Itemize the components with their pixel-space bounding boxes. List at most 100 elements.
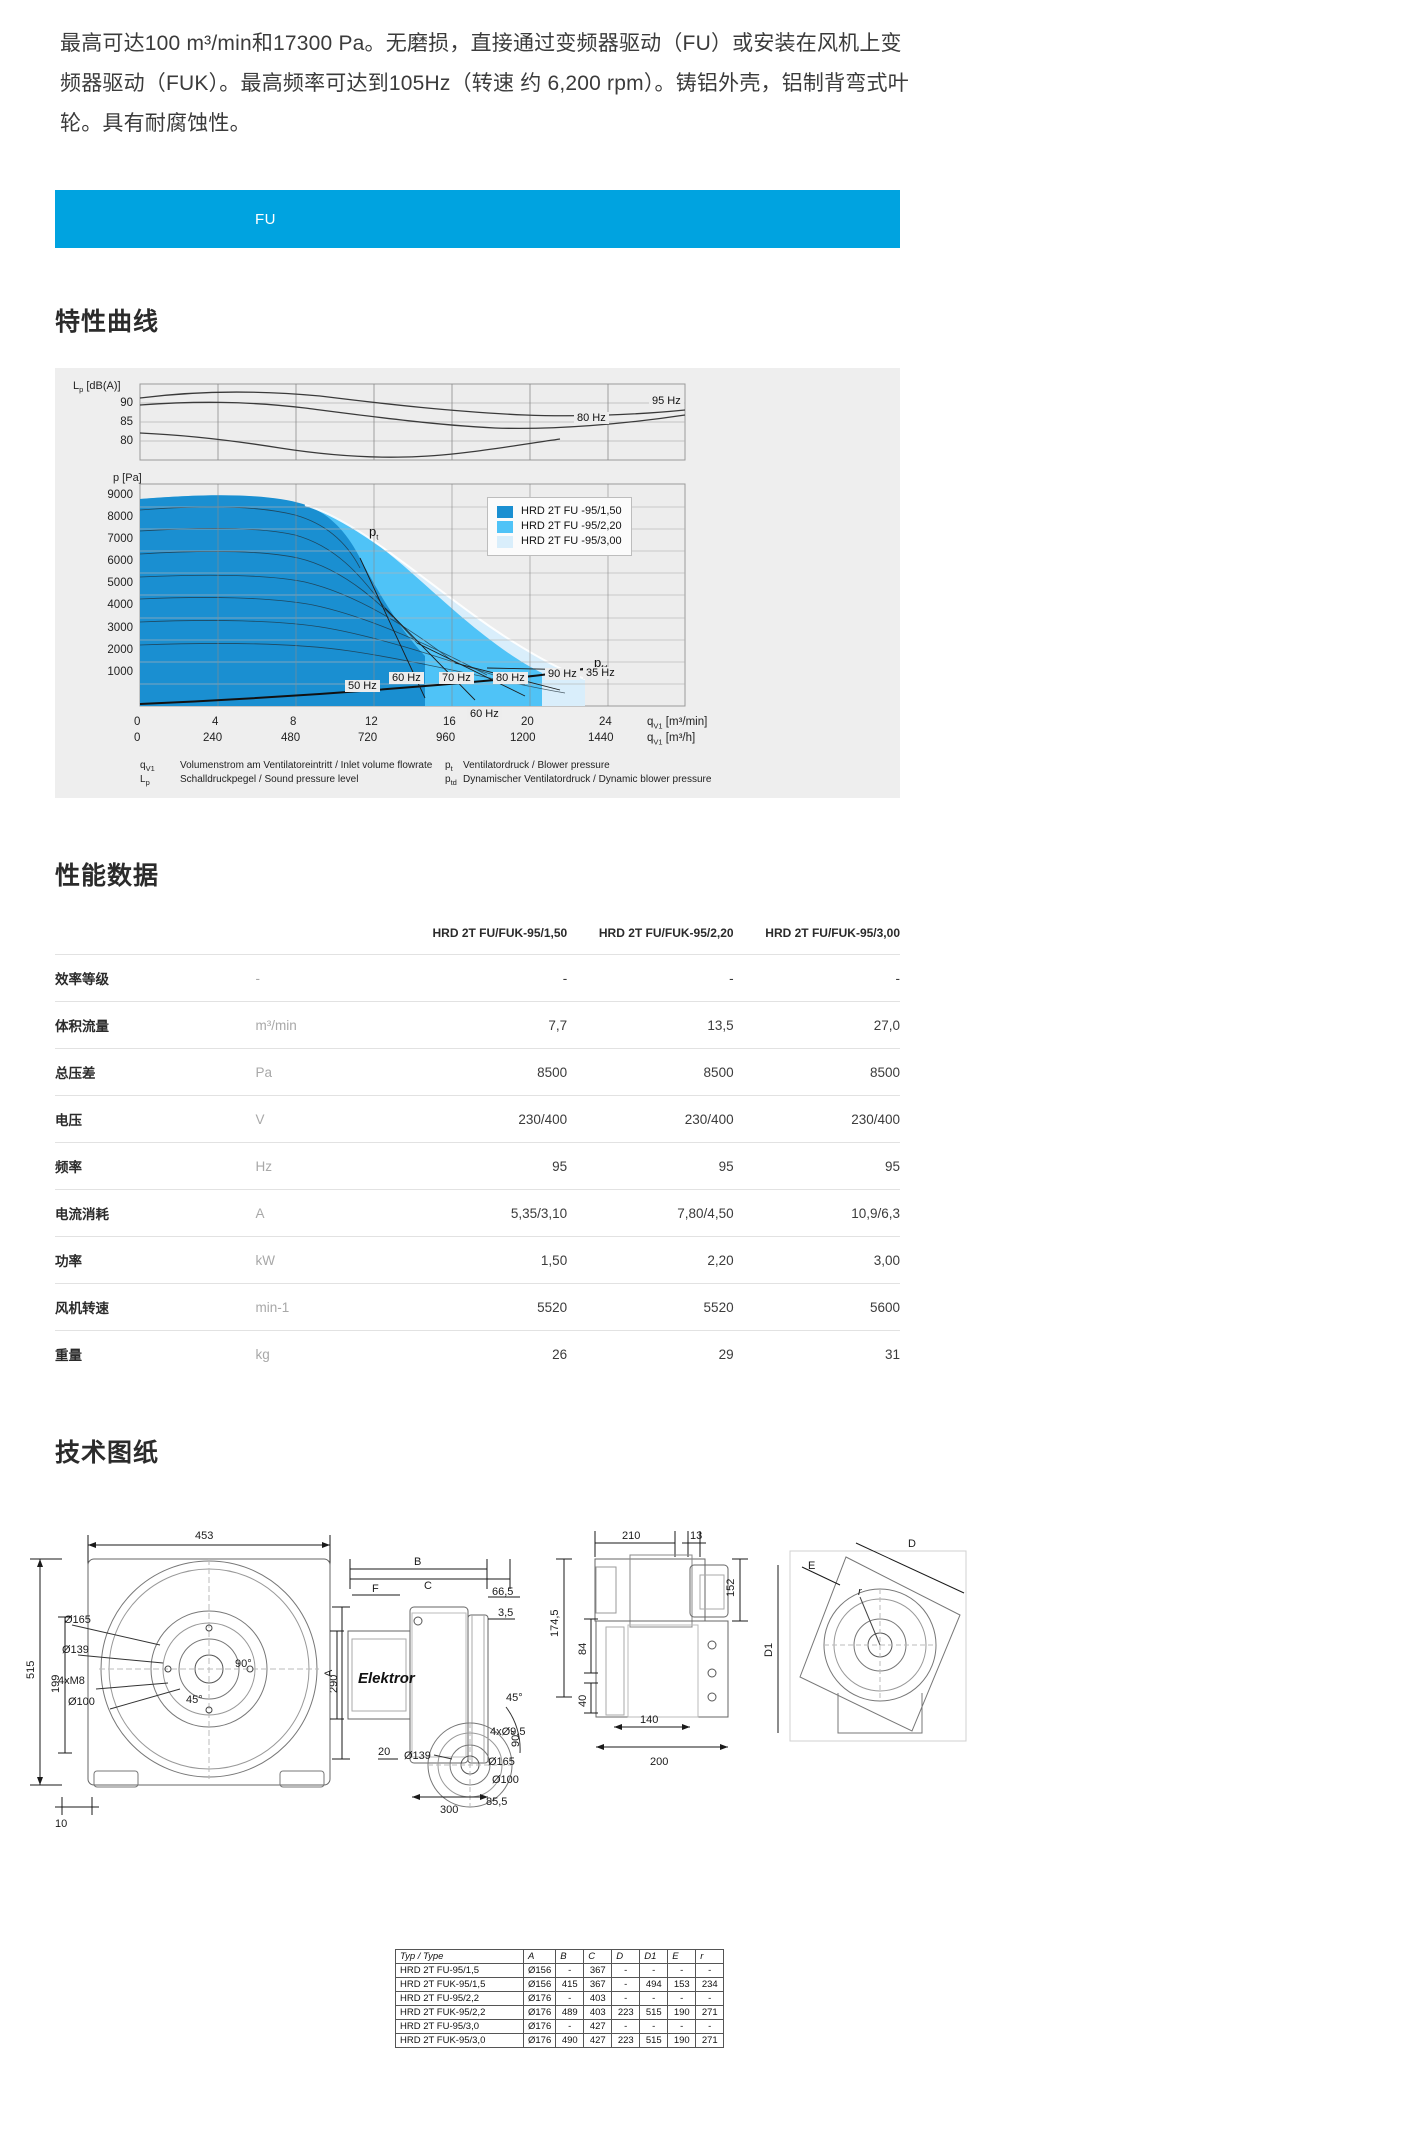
dim-152: 152 [725,1579,737,1597]
table-row: 体积流量 m³/min 7,7 13,5 27,0 [55,1001,900,1049]
table-row: 电流消耗 A 5,35/3,10 7,80/4,50 10,9/6,3 [55,1189,900,1237]
row-unit: - [255,954,401,1002]
row-value-2: 3,00 [733,1236,900,1284]
xtick-min-3: 12 [365,716,378,728]
dims-col-C: C [583,1949,613,1964]
row-unit: kg [255,1330,401,1377]
dim-210: 210 [622,1530,640,1542]
row-label: 功率 [55,1236,256,1284]
dims-cell-type: HRD 2T FU-95/2,2 [395,1991,524,2006]
dims-cell-B: - [555,1963,585,1978]
row-value-0: 230/400 [400,1095,568,1143]
section-title-curves: 特性曲线 [55,308,160,336]
row-value-2: 10,9/6,3 [733,1189,900,1237]
row-value-2: 230/400 [733,1095,900,1143]
dim-300: 300 [440,1804,458,1816]
dims-cell-D: - [611,2019,641,2034]
top-ytick-2: 80 [120,435,133,447]
footnote-pt-text: Ventilatordruck / Blower pressure [463,760,610,771]
dim-200: 200 [650,1756,668,1768]
hz-label-50: 50 Hz [345,680,380,692]
dims-cell-D1: 515 [639,2033,669,2048]
characteristic-curve-chart: Lp [dB(A)] 90 85 80 [55,368,900,798]
row-value-1: 29 [567,1330,734,1377]
row-label: 总压差 [55,1048,256,1096]
dims-cell-E: - [667,1991,697,2006]
row-label: 电流消耗 [55,1189,256,1237]
chart-bottom-axis-title: p [Pa] [113,472,142,484]
dims-cell-D1: 515 [639,2005,669,2020]
dim-B: B [414,1556,421,1568]
dims-cell-D1: - [639,1991,669,2006]
row-value-1: 8500 [567,1048,734,1096]
intro-paragraph: 最高可达100 m³/min和17300 Pa。无磨损，直接通过变频器驱动（FU… [60,32,909,135]
dims-cell-B: 415 [555,1977,585,1992]
dims-cell-A: Ø176 [522,1991,557,2006]
label-d100-side: Ø100 [492,1774,519,1786]
row-unit: V [255,1095,401,1143]
section-title-drawings: 技术图纸 [55,1439,160,1467]
dims-cell-C: 427 [583,2019,613,2034]
chart-svg [139,383,686,707]
footnote-qv1-sym: qV1 [140,760,155,773]
dim-r: r [858,1586,863,1598]
xtick-h-4: 960 [436,732,456,744]
table-row: HRD 2T FUK-95/3,0 Ø176 490 427 223 515 1… [395,2033,725,2048]
label-d100: Ø100 [68,1696,95,1708]
dims-cell-D: 223 [611,2005,641,2020]
row-value-2: - [733,954,900,1002]
dim-90deg-side: 90° [510,1730,522,1747]
hz-label-35: 35 Hz [583,667,618,679]
dim-453: 453 [195,1530,213,1542]
top-ytick-0: 90 [120,397,133,409]
row-unit: Pa [255,1048,401,1096]
dim-D1: D1 [763,1643,775,1657]
dims-cell-E: 190 [667,2033,697,2048]
dim-A: A [323,1669,335,1677]
marker-pt: pt [369,524,379,542]
dims-cell-type: HRD 2T FU-95/1,5 [395,1963,524,1978]
dims-cell-C: 403 [583,1991,613,2006]
dims-cell-D: - [611,1991,641,2006]
p-ytick-1000: 1000 [107,666,133,678]
xtick-h-2: 480 [281,732,301,744]
legend-swatch-1 [497,520,513,533]
fu-tab-bar[interactable]: FU [55,190,900,248]
row-value-0: 1,50 [400,1236,568,1284]
xtick-h-3: 720 [358,732,378,744]
label-45deg: 45° [186,1694,203,1706]
table-row: 总压差 Pa 8500 8500 8500 [55,1048,900,1096]
row-label: 电压 [55,1095,256,1143]
dims-cell-type: HRD 2T FUK-95/3,0 [395,2033,524,2048]
footnote-qv1-text: Volumenstrom am Ventilatoreintritt / Inl… [180,760,433,771]
dims-cell-type: HRD 2T FUK-95/1,5 [395,1977,524,1992]
dims-col-D1: D1 [639,1949,669,1964]
p-ytick-4000: 4000 [107,599,133,611]
row-unit: A [255,1189,401,1237]
dims-cell-B: - [555,2019,585,2034]
row-unit: kW [255,1236,401,1284]
label-d165: Ø165 [64,1614,91,1626]
xtick-min-6: 24 [599,716,612,728]
dim-10: 10 [55,1818,67,1830]
label-90deg: 90° [235,1658,252,1670]
dims-col-D: D [611,1949,641,1964]
legend-row-1: HRD 2T FU -95/2,20 [497,519,622,534]
row-value-0: 5,35/3,10 [400,1189,568,1237]
top-curve-label-80hz: 80 Hz [574,412,609,424]
p-ytick-8000: 8000 [107,511,133,523]
performance-col-2: HRD 2T FU/FUK-95/3,00 [765,926,900,940]
dims-cell-r: 271 [695,2033,725,2048]
table-row: HRD 2T FU-95/3,0 Ø176 - 427 - - - - [395,2019,725,2034]
technical-drawings: 453 515 199 290 [0,1497,1410,2117]
label-d139: Ø139 [62,1644,89,1656]
row-value-0: 95 [400,1142,568,1190]
performance-col-1: HRD 2T FU/FUK-95/2,20 [598,926,734,940]
legend-row-2: HRD 2T FU -95/3,00 [497,534,622,549]
dims-cell-A: Ø176 [522,2005,557,2020]
dims-cell-A: Ø156 [522,1977,557,1992]
dims-col-A: A [522,1949,557,1964]
dims-col-B: B [555,1949,585,1964]
dims-cell-type: HRD 2T FU-95/3,0 [395,2019,524,2034]
dims-cell-A: Ø176 [522,2033,557,2048]
